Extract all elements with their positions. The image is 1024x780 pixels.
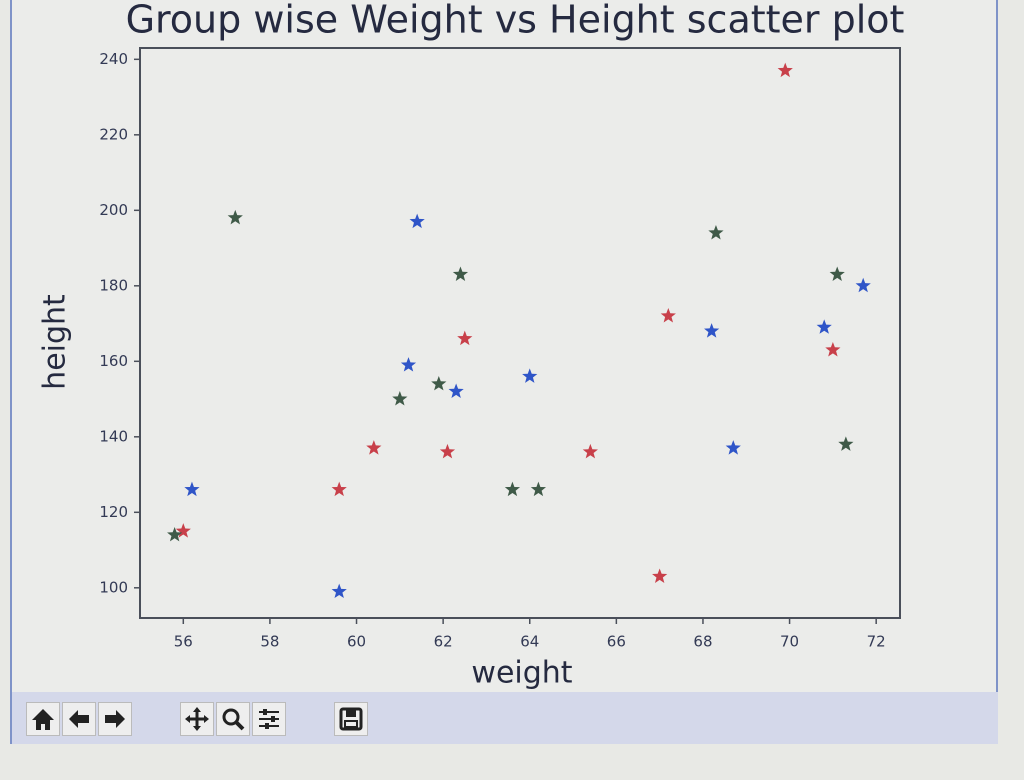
y-tick-label: 160 (99, 352, 128, 370)
point (652, 568, 668, 583)
x-axis-label: weight (471, 656, 572, 691)
y-tick-label: 180 (99, 276, 128, 294)
plot-area (139, 47, 901, 619)
point (184, 481, 200, 497)
x-tick-label: 72 (867, 633, 886, 651)
point (167, 526, 183, 542)
point (829, 266, 845, 281)
chart-title: Group wise Weight vs Height scatter plot (126, 0, 905, 42)
y-axis-label: height (38, 294, 73, 390)
x-tick-label: 68 (693, 633, 712, 651)
point (660, 308, 676, 323)
toolbar (12, 692, 998, 744)
point (457, 330, 473, 346)
point (331, 481, 347, 497)
back-button[interactable] (62, 702, 96, 736)
point (825, 341, 841, 357)
point (331, 583, 347, 599)
point (777, 62, 793, 78)
home-button[interactable] (26, 702, 60, 736)
point (530, 481, 547, 497)
save-button[interactable] (334, 702, 368, 736)
point (439, 443, 456, 459)
point (522, 368, 538, 383)
point (725, 440, 741, 455)
y-tick-label: 140 (99, 427, 128, 445)
point (392, 391, 408, 406)
point (175, 523, 191, 538)
point (448, 383, 464, 398)
point (366, 440, 382, 455)
x-tick-label: 66 (607, 633, 626, 651)
y-tick-label: 240 (99, 50, 128, 68)
zoom-button[interactable] (216, 702, 250, 736)
point (504, 481, 521, 497)
x-tick-label: 70 (780, 633, 799, 651)
point (400, 357, 417, 372)
y-tick-label: 220 (99, 125, 128, 143)
point (582, 443, 598, 459)
pan-button[interactable] (180, 702, 214, 736)
point (708, 224, 724, 240)
point (227, 209, 243, 225)
x-tick-label: 62 (434, 633, 453, 651)
x-tick-label: 64 (520, 633, 539, 651)
point (431, 375, 447, 391)
y-tick-label: 100 (99, 578, 128, 596)
x-tick-label: 56 (174, 633, 193, 651)
point (704, 323, 720, 338)
x-tick-label: 58 (260, 633, 279, 651)
point (452, 266, 469, 281)
y-tick-label: 120 (99, 503, 128, 521)
x-tick-label: 60 (347, 633, 366, 651)
configure-button[interactable] (252, 702, 286, 736)
point (838, 436, 854, 451)
point (409, 213, 425, 229)
y-tick-label: 200 (99, 201, 128, 219)
point (816, 319, 832, 334)
chart: Group wise Weight vs Height scatter plot… (38, 0, 905, 691)
forward-button[interactable] (98, 702, 132, 736)
point (855, 277, 871, 293)
